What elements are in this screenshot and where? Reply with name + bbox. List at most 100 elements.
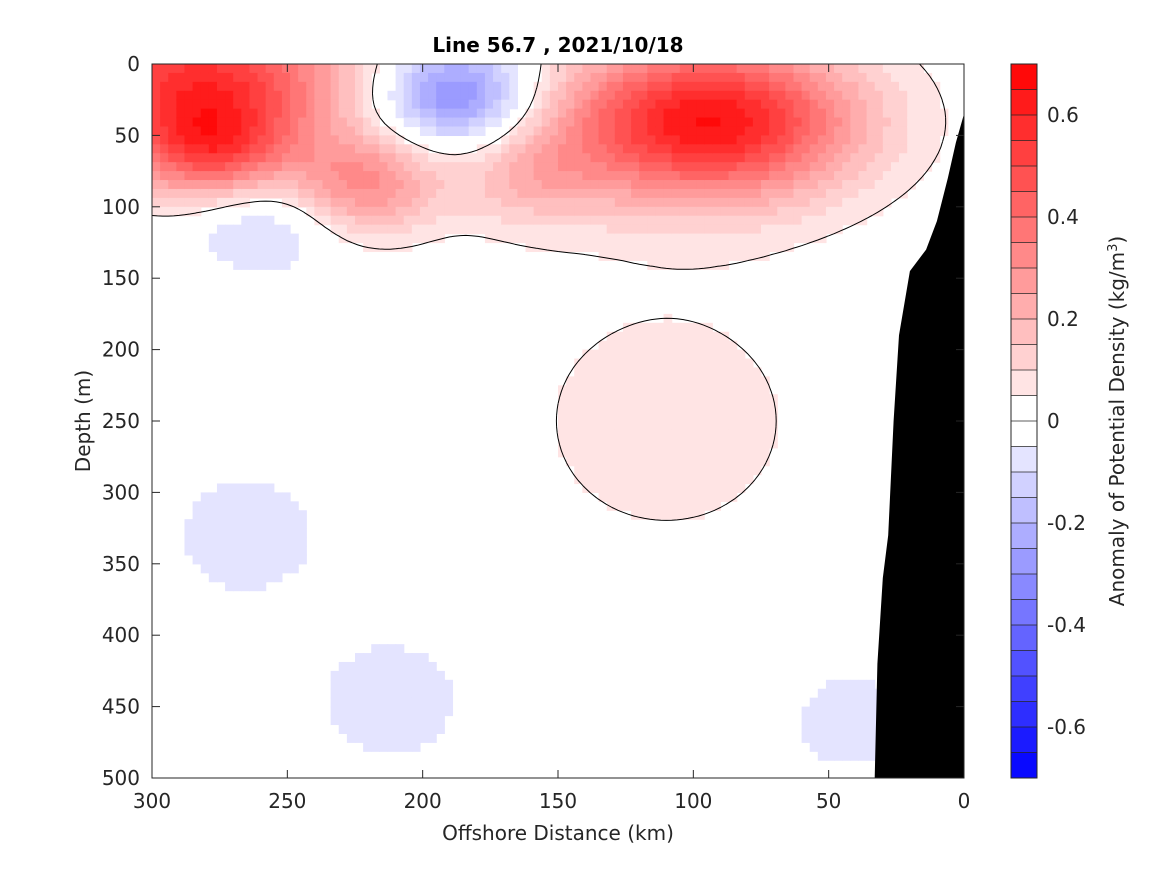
contour-cell [679, 64, 689, 74]
contour-cell [631, 349, 640, 360]
contour-cell [785, 171, 795, 181]
contour-cell [290, 519, 299, 529]
contour-cell [338, 715, 348, 726]
contour-cell [663, 260, 673, 270]
contour-cell [631, 188, 640, 199]
contour-cell [387, 144, 397, 154]
contour-cell [216, 135, 226, 145]
contour-cell [647, 421, 657, 431]
contour-cell [558, 242, 567, 253]
contour-cell [582, 349, 592, 360]
contour-cell [598, 349, 608, 360]
contour-cell [842, 64, 851, 74]
contour-cell [558, 394, 567, 404]
contour-cell [834, 135, 843, 145]
contour-cell [834, 733, 843, 743]
contour-cell [290, 537, 299, 547]
contour-cell [825, 742, 835, 752]
contour-cell [769, 90, 778, 101]
contour-cell [493, 215, 502, 226]
colorbar-bin [1011, 64, 1037, 90]
contour-cell [663, 340, 673, 351]
contour-cell [809, 81, 819, 92]
contour-cell [647, 501, 657, 511]
contour-cell [484, 197, 494, 208]
contour-cell [687, 90, 697, 101]
contour-cell [509, 233, 518, 244]
contour-cell [598, 429, 608, 440]
contour-cell [631, 233, 640, 244]
contour-cell [501, 144, 510, 154]
contour-cell [387, 180, 397, 190]
contour-cell [558, 215, 567, 226]
contour-cell [184, 162, 194, 172]
contour-cell [184, 144, 194, 154]
contour-cell [614, 340, 624, 351]
contour-cell [566, 108, 575, 119]
contour-cell [614, 153, 624, 163]
contour-cell [468, 126, 478, 137]
contour-cell [598, 117, 608, 128]
chart-title: Line 56.7 , 2021/10/18 [432, 33, 683, 57]
contour-cell [704, 438, 713, 449]
contour-cell [744, 72, 754, 83]
contour-cell [355, 126, 364, 137]
contour-cell [387, 661, 397, 672]
colorbar-tick-label: -0.6 [1047, 715, 1086, 739]
contour-cell [225, 126, 234, 137]
contour-cell [403, 742, 413, 752]
contour-cell [696, 394, 705, 404]
contour-cell [346, 126, 356, 137]
contour-cell [290, 72, 299, 83]
colorbar [1010, 63, 1038, 779]
contour-cell [647, 349, 657, 360]
contour-cell [850, 188, 860, 199]
contour-cell [622, 394, 632, 404]
contour-cell [614, 251, 624, 261]
contour-cell [647, 385, 657, 395]
contour-cell [850, 715, 860, 726]
contour-cell [671, 72, 681, 83]
contour-cell [622, 233, 632, 244]
contour-cell [606, 465, 616, 476]
contour-cell [639, 206, 648, 217]
contour-cell [306, 180, 315, 190]
contour-cell [671, 135, 681, 145]
contour-cell [769, 72, 778, 83]
contour-cell [395, 135, 405, 145]
contour-cell [208, 233, 218, 244]
contour-cell [403, 90, 413, 101]
contour-cell [322, 171, 332, 181]
x-axis-label: Offshore Distance (km) [442, 821, 674, 845]
contour-cell [387, 688, 397, 699]
contour-cell [777, 144, 786, 154]
contour-cell [428, 206, 437, 217]
contour-cell [842, 724, 851, 734]
contour-cell [825, 751, 835, 761]
contour-cell [639, 153, 648, 163]
contour-cell [225, 99, 234, 110]
contour-cell [696, 340, 705, 351]
contour-cell [606, 474, 616, 485]
contour-cell [168, 64, 177, 74]
contour-cell [558, 117, 567, 128]
contour-cell [614, 242, 624, 253]
contour-cell [752, 64, 762, 74]
contour-cell [679, 376, 689, 386]
contour-cell [281, 90, 291, 101]
contour-cell [728, 492, 738, 502]
contour-cell [752, 215, 762, 226]
contour-cell [566, 117, 575, 128]
contour-cell [582, 188, 592, 199]
contour-cell [687, 385, 697, 395]
contour-cell [168, 72, 177, 83]
contour-cell [330, 215, 340, 226]
contour-cell [338, 72, 348, 83]
contour-cell [322, 162, 332, 172]
contour-cell [265, 563, 275, 574]
contour-cell [298, 528, 307, 538]
contour-cell [639, 180, 648, 190]
contour-cell [549, 153, 559, 163]
contour-cell [696, 117, 705, 128]
contour-cell [761, 162, 770, 172]
